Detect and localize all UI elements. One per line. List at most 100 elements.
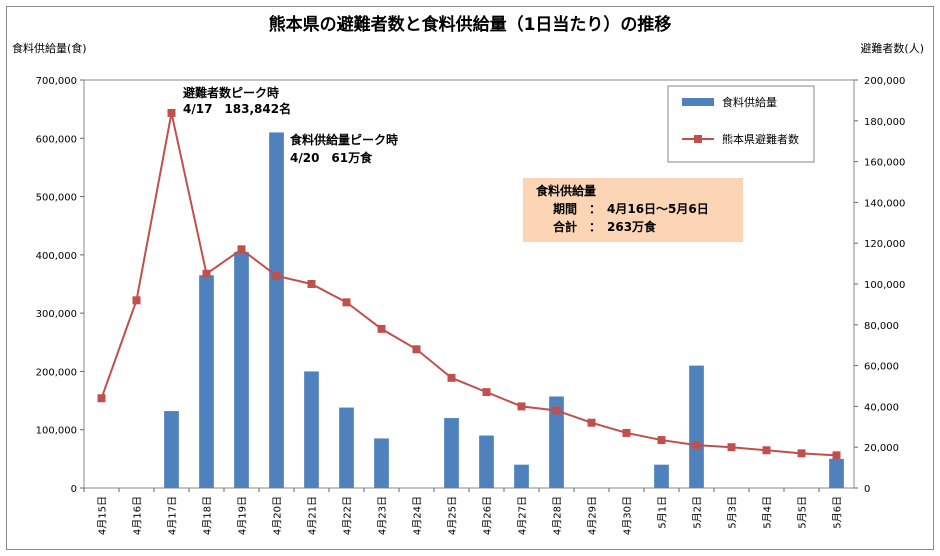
bar-4月20日 (269, 132, 284, 488)
bar-4月25日 (444, 418, 459, 488)
x-tick-label: 4月25日 (447, 496, 459, 535)
bar-4月21日 (304, 371, 319, 488)
right-tick-label: 160,000 (864, 158, 905, 169)
peak-food-value: 4/20 61万食 (290, 150, 373, 165)
peak-evacuees-annotation: 避難者数ピーク時 4/17 183,842名 (183, 85, 291, 116)
left-tick-label: 200,000 (36, 367, 77, 378)
x-tick-label: 5月1日 (657, 496, 669, 529)
bar-4月17日 (164, 411, 179, 488)
evacuee-point-5月2日 (692, 441, 701, 450)
x-tick-label: 4月19日 (237, 496, 249, 535)
evacuee-point-4月29日 (587, 418, 596, 427)
evacuee-point-5月6日 (832, 451, 841, 460)
evacuee-point-4月19日 (237, 245, 246, 254)
evacuee-point-4月25日 (447, 373, 456, 382)
peak-evacuees-label: 避難者数ピーク時 (183, 85, 279, 100)
info-box-period: 期間 ： 4月16日～5月6日 (553, 201, 709, 216)
x-tick-label: 4月17日 (167, 496, 179, 535)
x-tick-label: 4月16日 (132, 496, 144, 535)
x-tick-label: 4月20日 (272, 496, 284, 535)
evacuee-point-4月26日 (482, 388, 491, 397)
evacuee-point-4月22日 (342, 298, 351, 307)
plot-area: 0 100,000 200,000 300,000 400,000 500,000 600,… (36, 76, 906, 535)
bar-4月19日 (234, 251, 249, 488)
bar-4月22日 (339, 407, 354, 488)
peak-food-label: 食料供給量ピーク時 (289, 132, 398, 147)
right-tick-label: 100,000 (864, 280, 905, 291)
x-tick-label: 4月26日 (482, 496, 494, 535)
left-tick-label: 600,000 (36, 134, 77, 145)
left-axis-label: 食料供給量(食) (12, 41, 87, 55)
x-tick-label: 5月3日 (727, 496, 739, 529)
bar-4月23日 (374, 438, 389, 488)
left-tick-label: 0 (71, 484, 77, 495)
x-tick-label: 5月2日 (692, 496, 704, 529)
bar-4月27日 (514, 464, 529, 488)
evacuee-point-5月5日 (797, 449, 806, 458)
x-tick-label: 5月6日 (832, 496, 844, 529)
right-axis-label: 避難者数(人) (860, 41, 924, 55)
legend-line-marker (694, 135, 702, 143)
x-tick-label: 4月27日 (517, 496, 529, 535)
info-box-total: 合計 ： 263万食 (553, 219, 657, 234)
peak-evacuees-value: 4/17 183,842名 (183, 101, 291, 116)
evacuee-point-4月23日 (377, 324, 386, 333)
chart-title: 熊本県の避難者数と食料供給量（1日当たり）の推移 (269, 14, 672, 35)
x-tick-label: 4月30日 (622, 496, 634, 535)
x-tick-label: 5月4日 (762, 496, 774, 529)
peak-food-annotation: 食料供給量ピーク時 4/20 61万食 (289, 132, 398, 165)
right-tick-label: 180,000 (864, 117, 905, 128)
x-tick-label: 4月18日 (202, 496, 214, 535)
right-tick-label: 80,000 (864, 321, 899, 332)
bar-5月1日 (654, 464, 669, 488)
x-tick-label: 4月28日 (552, 496, 564, 535)
evacuee-point-4月18日 (202, 269, 211, 278)
legend: 食料供給量 熊本県避難者数 (667, 85, 815, 163)
legend-bar-label: 食料供給量 (722, 95, 777, 109)
x-tick-label: 4月22日 (342, 496, 354, 535)
evacuee-point-4月17日 (167, 108, 176, 117)
right-tick-label: 20,000 (864, 443, 899, 454)
evacuee-point-4月20日 (272, 271, 281, 280)
evacuee-point-4月21日 (307, 280, 316, 288)
left-tick-label: 300,000 (36, 309, 77, 320)
x-tick-label: 4月15日 (97, 496, 109, 535)
left-tick-label: 500,000 (36, 193, 77, 204)
legend-line-label: 熊本県避難者数 (722, 132, 799, 146)
bar-4月26日 (479, 435, 494, 488)
evacuee-point-4月16日 (132, 296, 141, 305)
x-tick-label: 4月24日 (412, 496, 424, 535)
left-tick-label: 400,000 (36, 251, 77, 262)
evacuee-point-4月30日 (622, 428, 631, 437)
chart-frame (6, 6, 934, 550)
right-tick-label: 40,000 (864, 402, 899, 413)
x-tick-label: 4月23日 (377, 496, 389, 535)
evacuee-point-4月15日 (97, 394, 106, 403)
food-supply-info-box: 食料供給量 期間 ： 4月16日～5月6日 合計 ： 263万食 (523, 178, 743, 242)
evacuee-line (100, 112, 837, 457)
right-tick-label: 140,000 (864, 198, 905, 209)
evacuee-point-4月28日 (552, 406, 561, 415)
right-tick-label: 120,000 (864, 239, 905, 250)
left-tick-label: 100,000 (36, 426, 77, 437)
info-box-background (523, 178, 743, 242)
evacuee-point-5月1日 (657, 436, 666, 445)
evacuee-point-4月24日 (412, 345, 421, 354)
bar-4月18日 (199, 275, 214, 488)
x-tick-label: 4月21日 (307, 496, 319, 535)
right-tick-label: 200,000 (864, 76, 905, 87)
evacuee-point-5月4日 (762, 446, 771, 455)
evacuee-point-4月27日 (517, 402, 526, 411)
bar-5月2日 (689, 365, 704, 488)
legend-bar-swatch (682, 98, 714, 106)
evacuee-point-5月3日 (727, 443, 736, 452)
right-tick-label: 0 (864, 484, 870, 495)
left-tick-label: 700,000 (36, 76, 77, 87)
right-tick-label: 60,000 (864, 362, 899, 373)
x-tick-label: 4月29日 (587, 496, 599, 535)
bar-5月6日 (829, 458, 844, 488)
bar-4月28日 (549, 396, 564, 488)
x-tick-label: 5月5日 (797, 496, 809, 529)
info-box-title: 食料供給量 (535, 183, 596, 198)
